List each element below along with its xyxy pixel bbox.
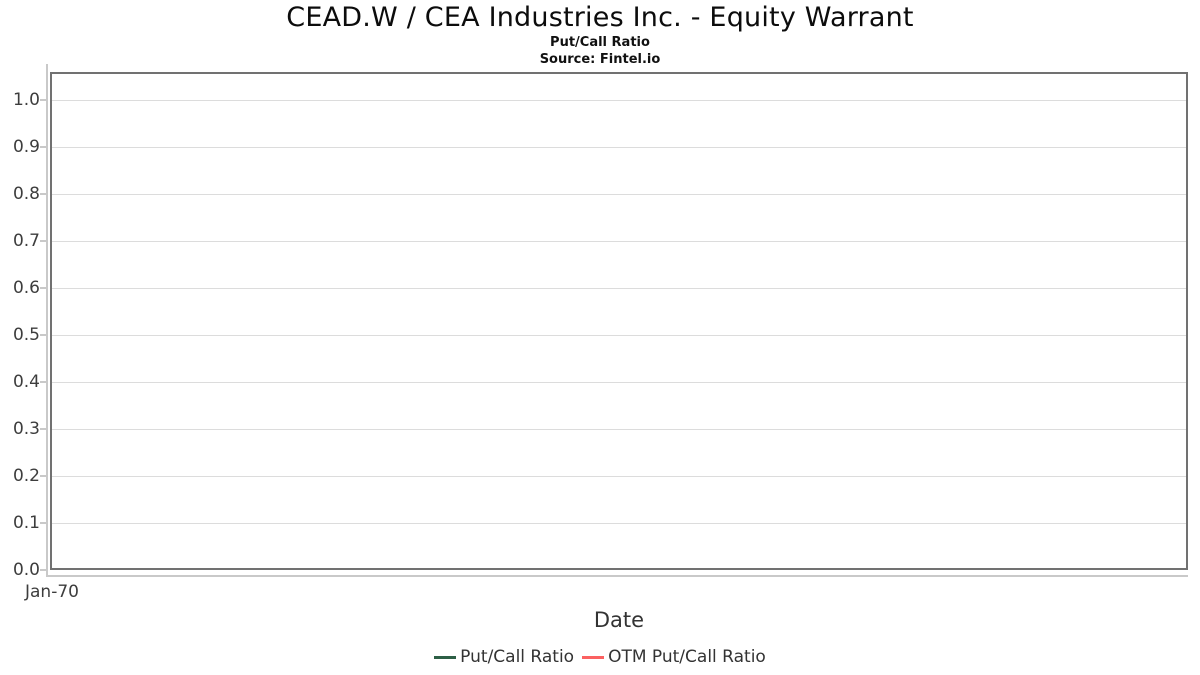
y-tick — [40, 334, 47, 336]
legend-label: Put/Call Ratio — [460, 647, 575, 667]
gridline — [52, 382, 1186, 383]
gridline — [52, 429, 1186, 430]
legend-line-icon — [582, 655, 605, 659]
gridline — [52, 523, 1186, 524]
y-tick-label: 0.4 — [12, 372, 40, 392]
y-tick — [40, 569, 47, 571]
y-axis-line — [46, 64, 48, 577]
chart-source: Source: Fintel.io — [539, 52, 661, 67]
y-tick-label: 0.8 — [12, 184, 40, 204]
y-tick-label: 0.0 — [12, 560, 40, 580]
y-tick-label: 0.1 — [12, 513, 40, 533]
y-tick-label: 0.2 — [12, 466, 40, 486]
chart-subtitle: Put/Call Ratio — [550, 35, 650, 50]
y-tick-label: 0.3 — [12, 419, 40, 439]
legend: Put/Call Ratio OTM Put/Call Ratio — [0, 647, 1200, 667]
legend-line-icon — [434, 655, 457, 659]
x-tick-label: Jan-70 — [25, 582, 79, 602]
y-tick — [40, 428, 47, 430]
y-tick-label: 0.7 — [12, 231, 40, 251]
gridline — [52, 100, 1186, 101]
x-axis-title: Date — [593, 608, 645, 632]
gridline — [52, 147, 1186, 148]
legend-label: OTM Put/Call Ratio — [608, 647, 766, 667]
gridline — [52, 194, 1186, 195]
gridline — [52, 335, 1186, 336]
gridline — [52, 241, 1186, 242]
y-tick-label: 1.0 — [12, 90, 40, 110]
gridline — [52, 288, 1186, 289]
y-tick-label: 0.6 — [12, 278, 40, 298]
x-axis-line — [46, 575, 1188, 577]
y-tick — [40, 240, 47, 242]
y-tick — [40, 99, 47, 101]
y-tick — [40, 146, 47, 148]
y-tick — [40, 475, 47, 477]
y-tick — [40, 522, 47, 524]
y-tick — [40, 287, 47, 289]
y-tick — [40, 193, 47, 195]
chart-title: CEAD.W / CEA Industries Inc. - Equity Wa… — [286, 2, 914, 33]
legend-item[interactable]: OTM Put/Call Ratio — [582, 647, 766, 667]
y-tick — [40, 381, 47, 383]
legend-item[interactable]: Put/Call Ratio — [434, 647, 574, 667]
plot-area — [50, 72, 1188, 570]
y-tick-label: 0.9 — [12, 137, 40, 157]
gridline — [52, 476, 1186, 477]
y-tick-label: 0.5 — [12, 325, 40, 345]
